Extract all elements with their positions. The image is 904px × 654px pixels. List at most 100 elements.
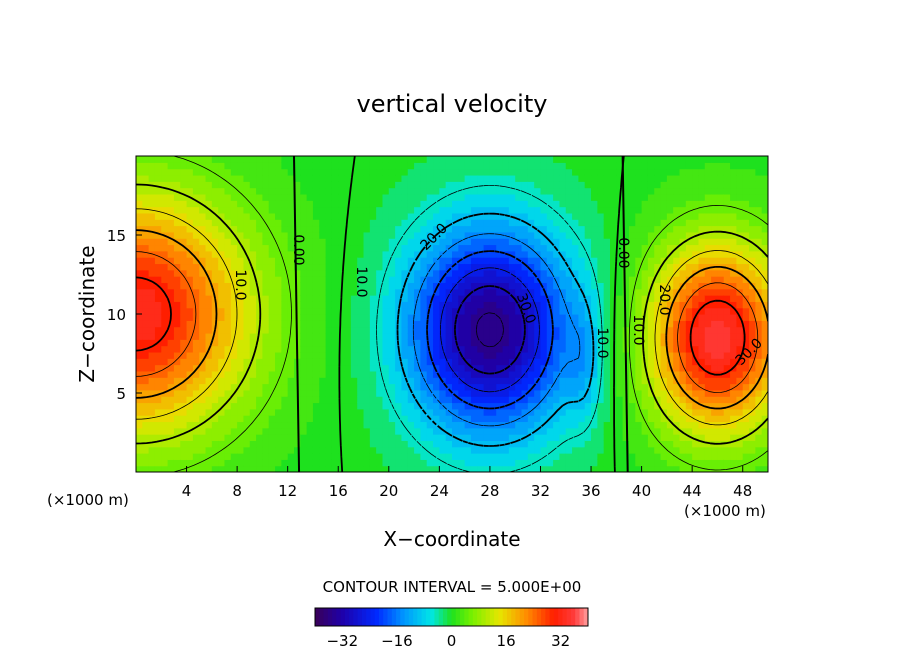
- colorbar-band: [515, 608, 521, 626]
- contour-label: 20.0: [656, 284, 672, 315]
- colorbar-band: [417, 608, 423, 626]
- colorbar-band: [455, 608, 461, 626]
- contour-line: [440, 267, 540, 393]
- colorbar-bands: [314, 607, 589, 627]
- contour-line: [173, 156, 768, 472]
- colorbar-band: [366, 608, 371, 626]
- x-unit-label-right: (×1000 m): [684, 502, 766, 520]
- zero-contour-line: [621, 156, 629, 472]
- contour-lines: [136, 156, 768, 472]
- x-tick-label: 4: [182, 482, 192, 500]
- x-axis: 4 8 12 16 20 24 28 32 36 40 44 48: [182, 466, 752, 500]
- colorbar-band: [583, 608, 589, 626]
- contour-line: [136, 183, 768, 445]
- x-axis-title: X−coordinate: [383, 527, 520, 551]
- colorbar-tick-label: 32: [551, 632, 570, 650]
- colorbar-band: [378, 608, 384, 626]
- colorbar-band: [485, 608, 491, 626]
- colorbar: −32 −16 0 16 32: [314, 607, 589, 650]
- colorbar-band: [391, 608, 397, 626]
- colorbar-band: [315, 608, 320, 626]
- colorbar-band: [408, 608, 414, 626]
- colorbar-band: [332, 608, 337, 626]
- colorbar-band: [336, 608, 341, 626]
- colorbar-band: [344, 608, 350, 626]
- colorbar-band: [447, 608, 452, 626]
- contour-line: [426, 250, 554, 410]
- y-axis: 5 10 15: [107, 227, 142, 403]
- colorbar-band: [498, 608, 504, 626]
- contour-line: [396, 212, 595, 447]
- x-tick-label: 8: [232, 482, 242, 500]
- zero-contour-line: [293, 156, 301, 472]
- y-axis-title: Z−coordinate: [75, 245, 99, 382]
- colorbar-tick-label: −32: [326, 632, 358, 650]
- colorbar-tick-label: 16: [497, 632, 516, 650]
- contour-line: [136, 276, 746, 376]
- colorbar-band: [434, 608, 440, 626]
- colorbar-band: [442, 608, 448, 626]
- colorbar-band: [472, 608, 478, 626]
- colorbar-band: [528, 608, 533, 626]
- colorbar-band: [349, 608, 354, 626]
- contour-label: 10.0: [630, 314, 646, 345]
- x-tick-label: 28: [480, 482, 499, 500]
- contour-line: [136, 251, 759, 393]
- x-tick-label: 20: [379, 482, 398, 500]
- colorbar-band: [481, 608, 487, 626]
- contour-label: 0.00: [290, 234, 306, 265]
- contour-line: [376, 185, 603, 472]
- x-tick-label: 48: [733, 482, 752, 500]
- contour-line: [476, 312, 504, 348]
- contour-line: [454, 285, 526, 375]
- colorbar-band: [545, 608, 551, 626]
- colorbar-band: [511, 608, 516, 626]
- colorbar-band: [502, 608, 508, 626]
- colorbar-band: [519, 608, 525, 626]
- contour-label: 0.00: [615, 237, 631, 268]
- colorbar-band: [383, 608, 388, 626]
- colorbar-band: [451, 608, 457, 626]
- colorbar-band: [413, 608, 418, 626]
- colorbar-band: [524, 608, 529, 626]
- colorbar-band: [575, 608, 580, 626]
- colorbar-band: [370, 608, 376, 626]
- colorbar-band: [374, 608, 380, 626]
- colorbar-band: [387, 608, 393, 626]
- colorbar-band: [579, 608, 585, 626]
- colorbar-band: [532, 608, 538, 626]
- colorbar-band: [430, 608, 435, 626]
- colorbar-band: [562, 608, 568, 626]
- contour-label: 10.0: [232, 269, 248, 300]
- colorbar-band: [396, 608, 401, 626]
- contour-line: [136, 208, 768, 426]
- x-tick-label: 32: [531, 482, 550, 500]
- colorbar-band: [541, 608, 546, 626]
- contour-line: [338, 156, 625, 472]
- colorbar-band: [468, 608, 474, 626]
- contour-label: 10.0: [594, 327, 610, 358]
- colorbar-tick-label: −16: [381, 632, 413, 650]
- colorbar-band: [319, 608, 324, 626]
- colorbar-band: [549, 608, 555, 626]
- colorbar-band: [489, 608, 495, 626]
- contour-interval-text: CONTOUR INTERVAL = 5.000E+00: [323, 578, 582, 596]
- colorbar-band: [361, 608, 367, 626]
- contour-field: [136, 156, 768, 472]
- colorbar-band: [464, 608, 469, 626]
- x-tick-label: 40: [632, 482, 651, 500]
- colorbar-band: [421, 608, 427, 626]
- colorbar-band: [553, 608, 559, 626]
- colorbar-band: [353, 608, 359, 626]
- contour-line: [412, 233, 581, 427]
- colorbar-tick-label: 0: [447, 632, 457, 650]
- colorbar-band: [494, 608, 499, 626]
- contour-label: 10.0: [353, 266, 369, 297]
- colorbar-band: [425, 608, 431, 626]
- x-tick-label: 24: [430, 482, 449, 500]
- y-tick-label: 5: [116, 385, 126, 403]
- x-tick-label: 16: [329, 482, 348, 500]
- colorbar-band: [323, 608, 329, 626]
- colorbar-band: [327, 608, 333, 626]
- colorbar-band: [536, 608, 542, 626]
